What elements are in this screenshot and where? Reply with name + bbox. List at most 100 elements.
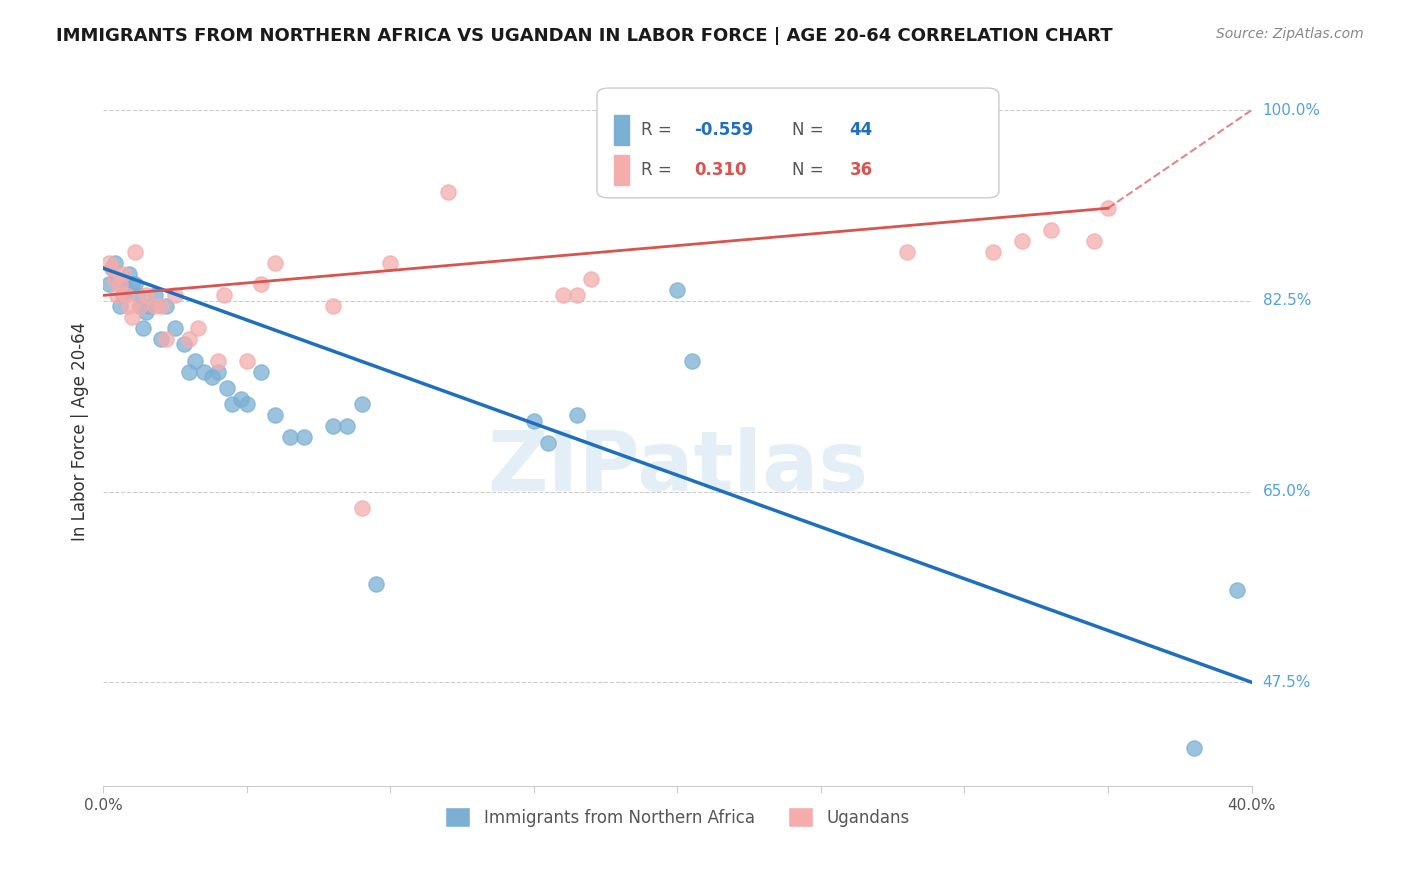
Text: 82.5%: 82.5%	[1263, 293, 1310, 309]
Point	[149, 332, 172, 346]
Point	[523, 414, 546, 428]
Point	[581, 272, 603, 286]
Text: 0.310: 0.310	[695, 161, 747, 179]
Point	[1011, 234, 1033, 248]
Point	[681, 353, 703, 368]
Text: N =: N =	[792, 161, 830, 179]
Bar	[614, 115, 628, 145]
Point	[250, 365, 273, 379]
Text: 44: 44	[849, 120, 873, 139]
Point	[118, 299, 141, 313]
Point	[1039, 223, 1062, 237]
Text: 47.5%: 47.5%	[1263, 674, 1310, 690]
Point	[537, 435, 560, 450]
Point	[229, 392, 252, 406]
Text: -0.559: -0.559	[695, 120, 754, 139]
Point	[364, 577, 387, 591]
Point	[322, 299, 344, 313]
Point	[132, 321, 155, 335]
Point	[565, 288, 588, 302]
Point	[322, 419, 344, 434]
Point	[118, 267, 141, 281]
Point	[100, 261, 122, 276]
Point	[135, 288, 157, 302]
Point	[143, 299, 166, 313]
Point	[292, 430, 315, 444]
Point	[127, 288, 149, 302]
Point	[981, 244, 1004, 259]
Bar	[614, 155, 628, 186]
Point	[173, 337, 195, 351]
Point	[115, 288, 138, 302]
Point	[163, 288, 186, 302]
Text: R =: R =	[641, 120, 676, 139]
Point	[1182, 740, 1205, 755]
Text: R =: R =	[641, 161, 682, 179]
Point	[179, 332, 201, 346]
Point	[112, 288, 135, 302]
Point	[184, 353, 207, 368]
Text: Source: ZipAtlas.com: Source: ZipAtlas.com	[1216, 27, 1364, 41]
Point	[336, 419, 359, 434]
Point	[207, 353, 229, 368]
Text: 65.0%: 65.0%	[1263, 484, 1312, 499]
Point	[110, 299, 132, 313]
FancyBboxPatch shape	[598, 88, 998, 198]
Point	[436, 185, 458, 199]
Point	[896, 244, 918, 259]
Point	[551, 288, 574, 302]
Point	[235, 397, 257, 411]
Point	[129, 299, 152, 313]
Point	[1226, 582, 1249, 597]
Y-axis label: In Labor Force | Age 20-64: In Labor Force | Age 20-64	[72, 322, 89, 541]
Point	[129, 299, 152, 313]
Point	[264, 409, 287, 423]
Point	[193, 365, 215, 379]
Point	[143, 288, 166, 302]
Point	[124, 244, 146, 259]
Point	[155, 299, 177, 313]
Point	[97, 256, 120, 270]
Point	[104, 256, 127, 270]
Point	[107, 272, 129, 286]
Point	[212, 288, 235, 302]
Point	[264, 256, 287, 270]
Point	[666, 283, 689, 297]
Point	[350, 397, 373, 411]
Point	[135, 304, 157, 318]
Point	[179, 365, 201, 379]
Point	[112, 267, 135, 281]
Point	[121, 277, 143, 292]
Text: 36: 36	[849, 161, 873, 179]
Point	[1083, 234, 1105, 248]
Point	[121, 310, 143, 325]
Point	[350, 500, 373, 515]
Point	[163, 321, 186, 335]
Point	[565, 409, 588, 423]
Text: IMMIGRANTS FROM NORTHERN AFRICA VS UGANDAN IN LABOR FORCE | AGE 20-64 CORRELATIO: IMMIGRANTS FROM NORTHERN AFRICA VS UGAND…	[56, 27, 1114, 45]
Point	[115, 283, 138, 297]
Point	[1097, 201, 1119, 215]
Point	[380, 256, 402, 270]
Text: 100.0%: 100.0%	[1263, 103, 1320, 118]
Point	[149, 299, 172, 313]
Point	[155, 332, 177, 346]
Point	[207, 365, 229, 379]
Point	[104, 272, 127, 286]
Point	[201, 370, 224, 384]
Text: ZIPatlas: ZIPatlas	[486, 426, 868, 508]
Point	[278, 430, 301, 444]
Point	[97, 277, 120, 292]
Point	[250, 277, 273, 292]
Point	[215, 381, 238, 395]
Point	[187, 321, 209, 335]
Point	[107, 288, 129, 302]
Point	[124, 277, 146, 292]
Point	[138, 299, 160, 313]
Point	[235, 353, 257, 368]
Legend: Immigrants from Northern Africa, Ugandans: Immigrants from Northern Africa, Ugandan…	[439, 800, 917, 834]
Point	[110, 277, 132, 292]
Point	[100, 261, 122, 276]
Point	[221, 397, 243, 411]
Text: N =: N =	[792, 120, 830, 139]
